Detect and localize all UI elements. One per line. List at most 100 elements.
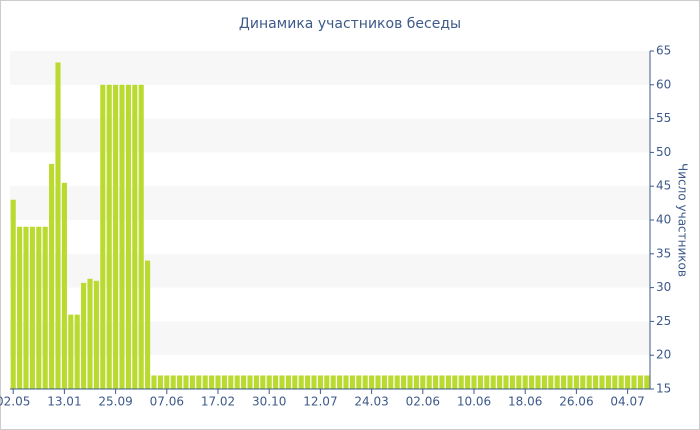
bar	[215, 375, 221, 389]
bar	[285, 375, 291, 389]
bar	[106, 84, 112, 390]
bar	[625, 375, 631, 389]
bar	[573, 375, 579, 389]
bar	[529, 375, 535, 389]
y-tick-label: 50	[656, 145, 671, 159]
bar	[413, 375, 419, 389]
bar	[119, 84, 125, 390]
bar	[266, 375, 272, 389]
y-tick-label: 65	[656, 44, 671, 58]
bar	[157, 375, 163, 389]
chart-title: Динамика участников беседы	[239, 16, 461, 32]
bar	[497, 375, 503, 389]
bar	[324, 375, 330, 389]
bar	[388, 375, 394, 389]
x-tick-label: 18.06	[508, 395, 542, 409]
bar	[433, 375, 439, 389]
x-tick-label: 24.03	[354, 395, 388, 409]
bar	[317, 375, 323, 389]
bar	[68, 314, 74, 389]
x-tick-label: 17.02	[201, 395, 235, 409]
bar	[17, 226, 23, 389]
bar	[125, 84, 131, 390]
x-tick-label: 13.01	[47, 395, 81, 409]
bar	[465, 375, 471, 389]
bar	[23, 226, 29, 389]
bar	[202, 375, 208, 389]
bar	[305, 375, 311, 389]
bar	[407, 375, 413, 389]
bar	[113, 84, 119, 390]
bar	[42, 226, 48, 389]
bar	[55, 62, 61, 389]
bar	[10, 199, 16, 389]
bar	[593, 375, 599, 389]
bar	[311, 375, 317, 389]
x-tick-label: 12.07	[303, 395, 337, 409]
bar	[541, 375, 547, 389]
bar	[631, 375, 637, 389]
bar	[29, 226, 35, 389]
bar	[170, 375, 176, 389]
bar	[343, 375, 349, 389]
bar	[189, 375, 195, 389]
bar	[356, 375, 362, 389]
bar	[93, 280, 99, 389]
bar	[637, 375, 643, 389]
x-tick-label: 30.10	[252, 395, 286, 409]
bar	[247, 375, 253, 389]
y-tick-label: 35	[656, 246, 671, 260]
bar	[426, 375, 432, 389]
bar	[132, 84, 138, 390]
bar	[349, 375, 355, 389]
y-axis-label: Число участников	[676, 163, 690, 277]
bar	[87, 278, 93, 389]
bar	[516, 375, 522, 389]
x-tick-label: 10.06	[457, 395, 491, 409]
bar	[612, 375, 618, 389]
bar	[605, 375, 611, 389]
bar	[164, 375, 170, 389]
x-tick-label: 04.07	[610, 395, 644, 409]
grid-band	[10, 51, 650, 85]
bar	[401, 375, 407, 389]
bar	[177, 375, 183, 389]
y-tick-label: 20	[656, 348, 671, 362]
x-tick-label: 25.09	[98, 395, 132, 409]
y-tick-label: 40	[656, 213, 671, 227]
bar	[535, 375, 541, 389]
bar	[484, 375, 490, 389]
bar	[298, 375, 304, 389]
bar	[567, 375, 573, 389]
bar	[337, 375, 343, 389]
y-tick-label: 15	[656, 382, 671, 396]
bar	[522, 375, 528, 389]
grid-band	[10, 118, 650, 153]
bar	[209, 375, 215, 389]
bar	[580, 375, 586, 389]
bar	[241, 375, 247, 389]
bar	[490, 375, 496, 389]
bar	[420, 375, 426, 389]
bar	[362, 375, 368, 389]
bar	[369, 375, 375, 389]
bar	[196, 375, 202, 389]
bar	[61, 182, 67, 389]
grid-band	[10, 186, 650, 220]
bar	[260, 375, 266, 389]
bar	[561, 375, 567, 389]
bar	[151, 375, 157, 389]
bar	[330, 375, 336, 389]
x-tick-label: 26.06	[559, 395, 593, 409]
bar	[618, 375, 624, 389]
bar	[228, 375, 234, 389]
bar	[279, 375, 285, 389]
bar	[100, 84, 106, 390]
bar	[509, 375, 515, 389]
bar	[554, 375, 560, 389]
grid-band	[10, 321, 650, 356]
bar	[81, 282, 87, 389]
bar	[452, 375, 458, 389]
bar	[36, 226, 42, 389]
